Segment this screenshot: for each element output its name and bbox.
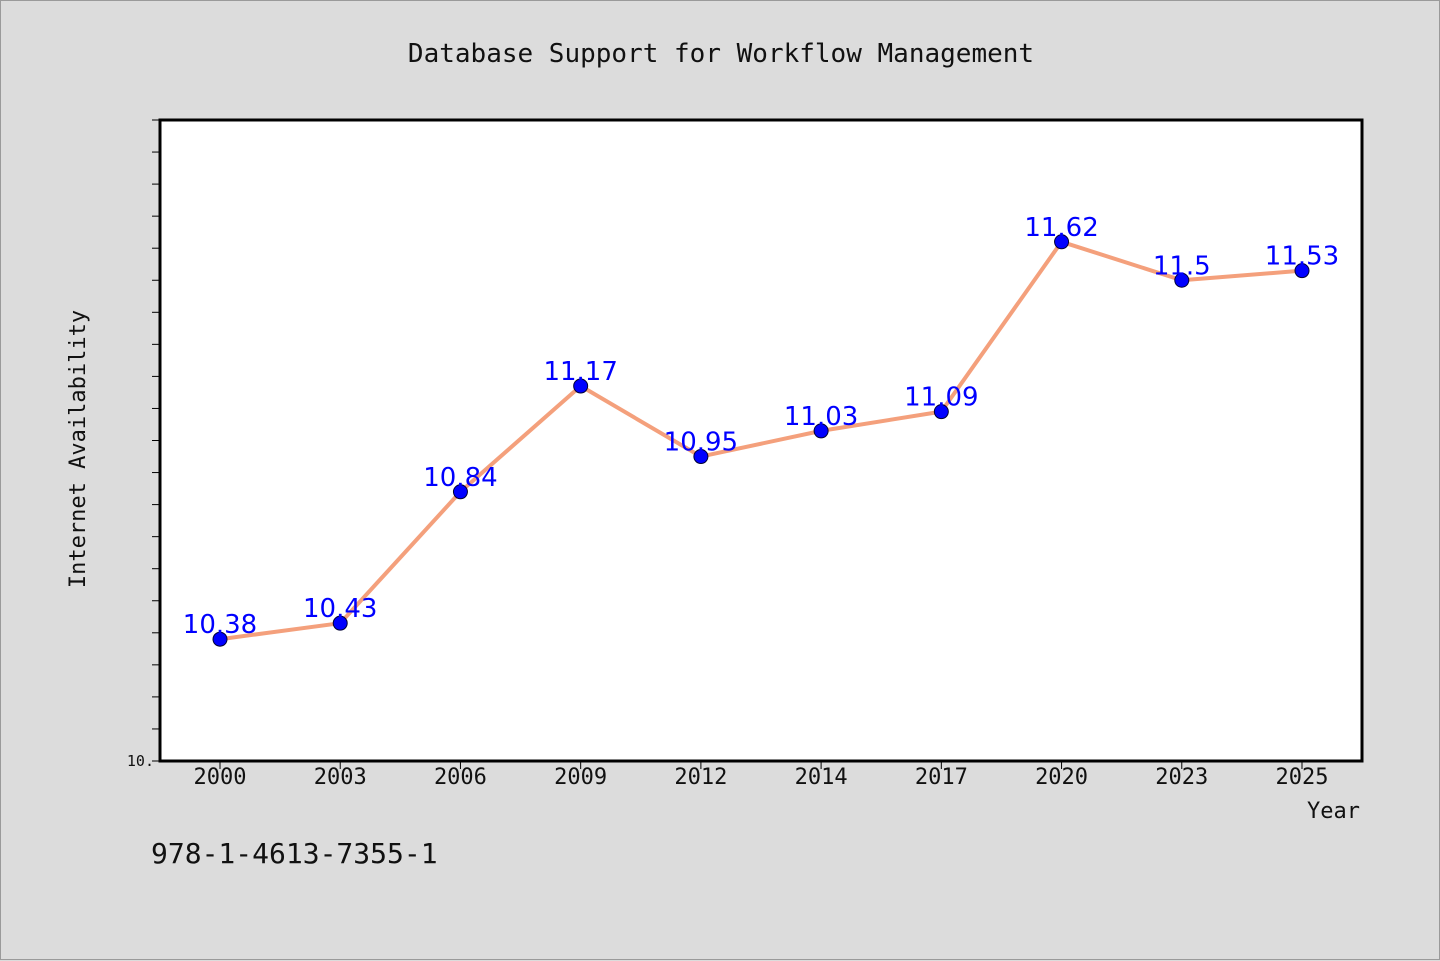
y-tick-label: 10. <box>127 752 154 770</box>
x-tick-label: 2014 <box>795 765 848 790</box>
data-point <box>813 423 829 439</box>
series-line <box>218 239 1304 642</box>
y-axis-label: Internet Availability <box>66 310 91 588</box>
x-tick-label: 2006 <box>434 765 487 790</box>
footer-code: 978-1-4613-7355-1 <box>151 837 438 870</box>
data-label: 10.43 <box>303 594 377 624</box>
x-tick-label: 2023 <box>1155 765 1208 790</box>
data-point <box>1174 272 1190 288</box>
data-labels: 10.38 10.43 10.84 11.17 10.95 11.03 11.09 11.62… <box>183 213 1339 640</box>
x-tick-label: 2025 <box>1276 765 1329 790</box>
data-label: 11.17 <box>543 357 617 387</box>
x-tick-label: 2020 <box>1035 765 1088 790</box>
data-point <box>212 631 228 647</box>
x-tick-label: 2003 <box>314 765 367 790</box>
data-point <box>452 484 468 500</box>
x-tick-label: 2017 <box>915 765 968 790</box>
data-point <box>573 378 589 394</box>
data-label: 11.62 <box>1024 213 1098 243</box>
chart-title: Database Support for Workflow Management <box>408 39 1034 69</box>
data-point <box>1054 234 1070 250</box>
x-tick-label: 2000 <box>194 765 247 790</box>
data-label: 10.38 <box>183 610 257 640</box>
data-label: 11.5 <box>1153 251 1211 281</box>
data-label: 10.95 <box>664 428 738 458</box>
data-point <box>332 615 348 631</box>
x-tick-label: 2009 <box>554 765 607 790</box>
data-point <box>933 404 949 420</box>
data-label: 11.53 <box>1265 242 1339 272</box>
y-axis-ticks: 10. <box>127 119 160 770</box>
data-point <box>693 449 709 465</box>
data-label: 10.84 <box>423 463 497 493</box>
data-point <box>1294 263 1310 279</box>
plot-area <box>158 118 1364 763</box>
data-markers <box>212 234 1310 647</box>
data-label: 11.03 <box>784 402 858 432</box>
x-axis-ticks: 2000 2003 2006 2009 2012 2014 2017 2020 2023 2025 <box>194 761 1329 790</box>
x-axis-label: Year <box>1307 799 1360 824</box>
x-tick-label: 2012 <box>674 765 727 790</box>
series-line-group <box>218 239 1304 642</box>
data-label: 11.09 <box>904 383 978 413</box>
